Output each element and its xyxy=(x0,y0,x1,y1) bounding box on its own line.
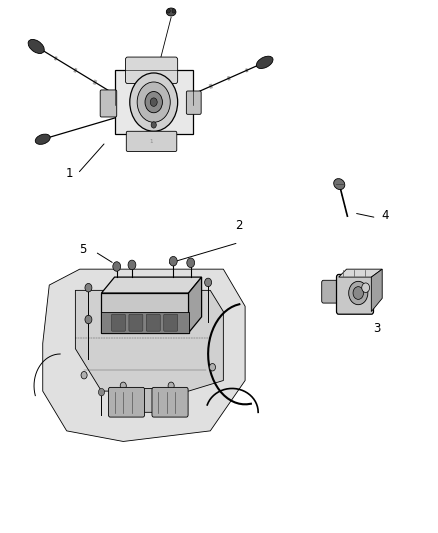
Text: 5: 5 xyxy=(79,243,86,255)
Circle shape xyxy=(81,372,87,379)
Circle shape xyxy=(120,382,126,390)
FancyBboxPatch shape xyxy=(100,90,117,117)
Circle shape xyxy=(99,389,105,396)
Circle shape xyxy=(85,316,92,324)
Circle shape xyxy=(172,9,176,13)
Circle shape xyxy=(187,258,194,268)
Polygon shape xyxy=(188,277,201,333)
Circle shape xyxy=(150,98,157,107)
Polygon shape xyxy=(127,389,180,413)
Polygon shape xyxy=(102,293,188,333)
Circle shape xyxy=(128,260,136,270)
Circle shape xyxy=(113,262,120,271)
Circle shape xyxy=(155,389,161,396)
Polygon shape xyxy=(339,269,382,277)
FancyBboxPatch shape xyxy=(152,387,188,417)
Polygon shape xyxy=(115,70,193,134)
Ellipse shape xyxy=(35,134,50,144)
FancyBboxPatch shape xyxy=(146,314,160,331)
Text: 1: 1 xyxy=(66,167,73,180)
Text: 2: 2 xyxy=(235,219,242,232)
Circle shape xyxy=(85,284,92,292)
Circle shape xyxy=(130,73,178,131)
Circle shape xyxy=(168,382,174,390)
FancyBboxPatch shape xyxy=(126,131,177,151)
Circle shape xyxy=(205,278,212,287)
Ellipse shape xyxy=(256,56,273,69)
Ellipse shape xyxy=(166,8,176,16)
Text: 3: 3 xyxy=(373,322,381,335)
Circle shape xyxy=(209,364,215,371)
Circle shape xyxy=(362,283,370,293)
Circle shape xyxy=(167,9,170,13)
Circle shape xyxy=(349,281,368,305)
Text: 1: 1 xyxy=(150,140,153,144)
FancyBboxPatch shape xyxy=(336,274,374,314)
Ellipse shape xyxy=(28,39,44,53)
FancyBboxPatch shape xyxy=(186,91,201,114)
Polygon shape xyxy=(371,269,382,312)
Circle shape xyxy=(170,256,177,266)
FancyBboxPatch shape xyxy=(322,280,342,303)
FancyBboxPatch shape xyxy=(109,387,145,417)
Circle shape xyxy=(137,82,170,122)
Polygon shape xyxy=(102,277,201,293)
Circle shape xyxy=(145,92,162,113)
FancyBboxPatch shape xyxy=(112,314,125,331)
Ellipse shape xyxy=(334,179,345,190)
Circle shape xyxy=(151,122,156,128)
Polygon shape xyxy=(43,269,245,441)
Text: 4: 4 xyxy=(381,208,389,222)
FancyBboxPatch shape xyxy=(129,314,143,331)
Circle shape xyxy=(353,287,364,300)
Polygon shape xyxy=(75,290,223,391)
Polygon shape xyxy=(102,312,188,333)
FancyBboxPatch shape xyxy=(164,314,178,331)
FancyBboxPatch shape xyxy=(125,57,178,84)
